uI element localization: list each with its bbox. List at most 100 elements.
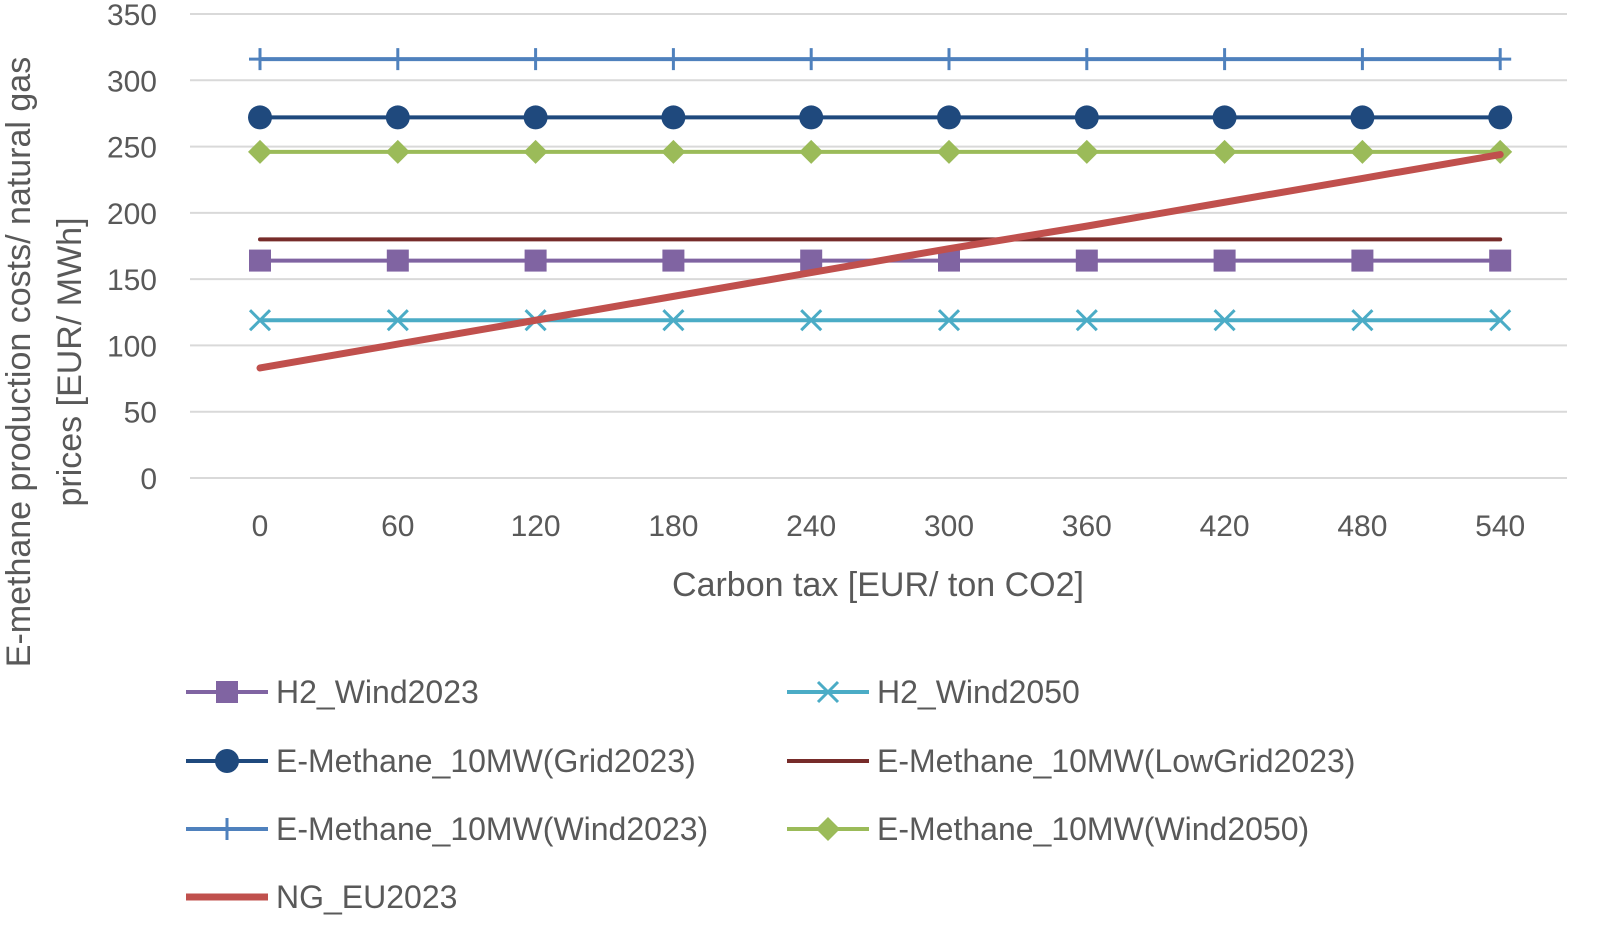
- series-E-Methane_10MW(Grid2023): [248, 105, 1513, 130]
- data-point: [662, 249, 685, 272]
- legend-label: E-Methane_10MW(LowGrid2023): [877, 743, 1355, 779]
- data-point: [800, 249, 823, 272]
- legend-swatch-marker: [816, 817, 840, 841]
- series-E-Methane_10MW(Wind2023): [249, 48, 1512, 71]
- x-tick-label: 480: [1337, 510, 1387, 543]
- data-point: [938, 48, 960, 71]
- data-point: [1488, 105, 1513, 130]
- data-point: [385, 105, 410, 130]
- series-line: [256, 151, 1504, 372]
- data-point: [248, 105, 272, 130]
- legend-label: NG_EU2023: [276, 879, 457, 915]
- x-tick-label: 360: [1062, 510, 1112, 543]
- data-point: [800, 309, 823, 332]
- x-tick-label: 0: [252, 510, 269, 543]
- data-point: [1212, 139, 1237, 164]
- x-tick-label: 60: [381, 510, 414, 543]
- legend-label: E-Methane_10MW(Wind2050): [877, 811, 1309, 847]
- y-tick-label: 350: [107, 0, 157, 32]
- data-point: [937, 105, 961, 130]
- data-point: [937, 309, 961, 332]
- legend-swatch-marker: [816, 680, 840, 704]
- data-point: [938, 249, 960, 272]
- y-tick-label: 150: [107, 264, 157, 297]
- data-point: [248, 309, 272, 332]
- data-point: [249, 249, 271, 272]
- x-axis-ticks: 0 60 120 180 240 300 360 420 480 540: [252, 510, 1526, 543]
- x-tick-label: 120: [511, 510, 561, 543]
- data-point: [1489, 249, 1512, 272]
- legend-swatch-marker: [215, 749, 239, 773]
- data-point: [1213, 309, 1236, 332]
- data-point: [1213, 48, 1236, 71]
- y-tick-label: 300: [107, 65, 157, 98]
- legend-label: E-Methane_10MW(Grid2023): [276, 743, 696, 779]
- data-point: [1075, 309, 1098, 332]
- series-E-Methane_10MW(Wind2050): [248, 139, 1513, 164]
- y-tick-label: 200: [107, 198, 157, 231]
- data-point: [1351, 309, 1374, 332]
- data-point: [799, 105, 824, 130]
- data-point: [1074, 139, 1099, 164]
- legend-item: H2_Wind2050: [787, 674, 1080, 710]
- legend-item: E-Methane_10MW(Wind2023): [186, 811, 708, 847]
- y-tick-label: 0: [140, 463, 157, 496]
- y-tick-label: 250: [107, 132, 157, 165]
- data-point: [248, 139, 272, 164]
- data-point: [1074, 105, 1099, 130]
- legend-label: H2_Wind2050: [877, 674, 1080, 710]
- series-NG_EU2023: [256, 151, 1504, 372]
- x-tick-label: 300: [924, 510, 974, 543]
- x-tick-label: 420: [1200, 510, 1250, 543]
- data-point: [1489, 48, 1512, 71]
- y-axis-title: E-methane production costs/ natural gas …: [0, 57, 89, 667]
- y-axis-ticks: 0 50 100 150 200 250 300 350: [107, 0, 157, 496]
- data-point: [386, 249, 409, 272]
- data-point: [1351, 249, 1374, 272]
- data-point: [661, 105, 686, 130]
- legend-swatch-marker: [216, 818, 238, 840]
- data-point: [523, 105, 548, 130]
- data-point: [1350, 105, 1375, 130]
- y-axis-title-line-2: prices [EUR/ MWh]: [51, 217, 89, 506]
- y-tick-label: 100: [107, 330, 157, 363]
- series-lines: [248, 48, 1513, 372]
- legend-item: E-Methane_10MW(LowGrid2023): [787, 743, 1355, 779]
- data-point: [386, 309, 409, 332]
- legend-label: E-Methane_10MW(Wind2023): [276, 811, 708, 847]
- data-point: [524, 249, 547, 272]
- grid-lines: [190, 13, 1567, 479]
- legend-swatch-marker: [216, 681, 238, 703]
- data-point: [1351, 48, 1374, 71]
- data-point: [1489, 309, 1512, 332]
- data-point: [249, 48, 271, 71]
- legend-item: H2_Wind2023: [186, 674, 479, 710]
- data-point: [1075, 48, 1098, 71]
- legend-label: H2_Wind2023: [276, 674, 479, 710]
- x-tick-label: 240: [786, 510, 836, 543]
- data-point: [385, 139, 410, 164]
- legend: H2_Wind2023 H2_Wind2050 E-Methane_10MW(Gri…: [186, 674, 1355, 915]
- series-H2_Wind2050: [248, 309, 1512, 332]
- x-tick-label: 180: [648, 510, 698, 543]
- legend-item: E-Methane_10MW(Grid2023): [186, 743, 696, 779]
- data-point: [799, 139, 824, 164]
- y-tick-label: 50: [124, 397, 157, 430]
- x-tick-label: 540: [1475, 510, 1525, 543]
- legend-item: E-Methane_10MW(Wind2050): [787, 811, 1309, 847]
- data-point: [662, 309, 685, 332]
- data-point: [386, 48, 409, 71]
- x-axis-title: Carbon tax [EUR/ ton CO2]: [672, 566, 1084, 604]
- data-point: [937, 139, 961, 164]
- data-point: [661, 139, 686, 164]
- y-axis-title-line-1: E-methane production costs/ natural gas: [0, 57, 38, 667]
- data-point: [1212, 105, 1237, 130]
- data-point: [1350, 139, 1375, 164]
- data-point: [523, 139, 548, 164]
- data-point: [524, 48, 547, 71]
- data-point: [800, 48, 823, 71]
- data-point: [662, 48, 685, 71]
- legend-item: NG_EU2023: [186, 879, 457, 915]
